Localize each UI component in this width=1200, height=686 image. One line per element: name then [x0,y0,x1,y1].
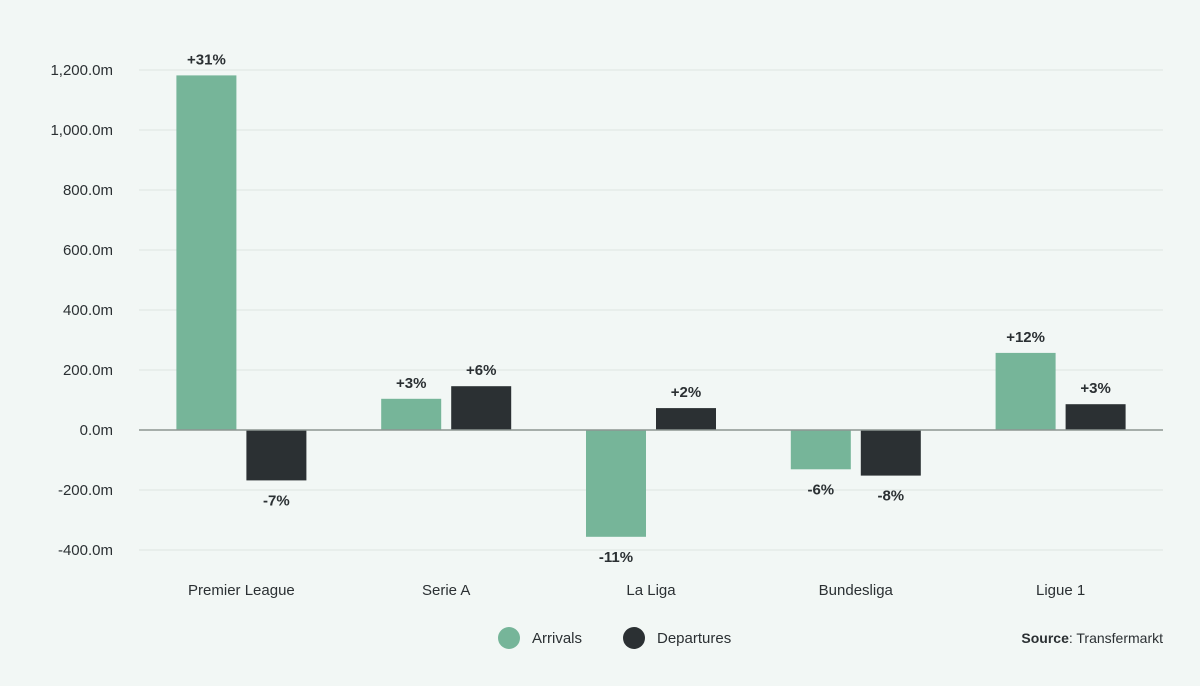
grid-lines [139,69,1163,551]
data-label: -11% [599,549,633,566]
category-label: Bundesliga [819,582,894,599]
legend: Arrivals Departures [498,627,731,649]
y-tick-label: 600.0m [63,242,113,259]
legend-label: Departures [657,630,731,647]
data-label: -7% [263,492,290,509]
data-label: +6% [466,362,496,379]
bar-arrivals [381,398,442,430]
y-tick-label: -400.0m [58,542,113,559]
bar-arrivals [790,430,851,470]
data-label: +3% [396,375,426,392]
bar-arrivals [176,75,237,431]
y-tick-label: 400.0m [63,302,113,319]
category-label: La Liga [626,582,676,599]
y-tick-label: 200.0m [63,362,113,379]
category-label: Serie A [422,582,470,599]
y-tick-label: -200.0m [58,482,113,499]
source-label: Source [1021,630,1069,646]
source-text: : Transfermarkt [1069,630,1163,646]
bar-departures [1065,404,1126,430]
y-tick-label: 800.0m [63,182,113,199]
data-label: +12% [1006,329,1045,346]
data-label: -8% [877,488,904,505]
category-labels: Premier League Serie A La Liga Bundesliga Li… [188,582,1085,599]
bar-departures [246,430,307,481]
bar-arrivals [995,352,1056,430]
bar-departures [860,430,921,476]
y-tick-label: 1,000.0m [50,122,113,139]
category-label: Ligue 1 [1036,582,1085,599]
data-labels: +31% -7% +3% +6% -11% +2% -6% -8% +12% +3% [187,51,1111,565]
data-label: +3% [1080,380,1110,397]
legend-swatch-arrivals [498,627,520,649]
bar-departures [451,386,512,430]
category-label: Premier League [188,582,295,599]
y-tick-label: 0.0m [80,422,113,439]
data-label: -6% [807,481,834,498]
data-label: +2% [671,384,701,401]
source-note: Source: Transfermarkt [1021,630,1163,646]
bars [176,75,1126,537]
y-tick-label: 1,200.0m [50,62,113,79]
data-label: +31% [187,51,226,68]
bar-departures [656,408,716,430]
y-axis-tick-labels: -400.0m -200.0m 0.0m 200.0m 400.0m 600.0m 800.… [50,62,113,559]
legend-swatch-departures [623,627,645,649]
legend-label: Arrivals [532,630,582,647]
bar-arrivals [586,430,646,537]
